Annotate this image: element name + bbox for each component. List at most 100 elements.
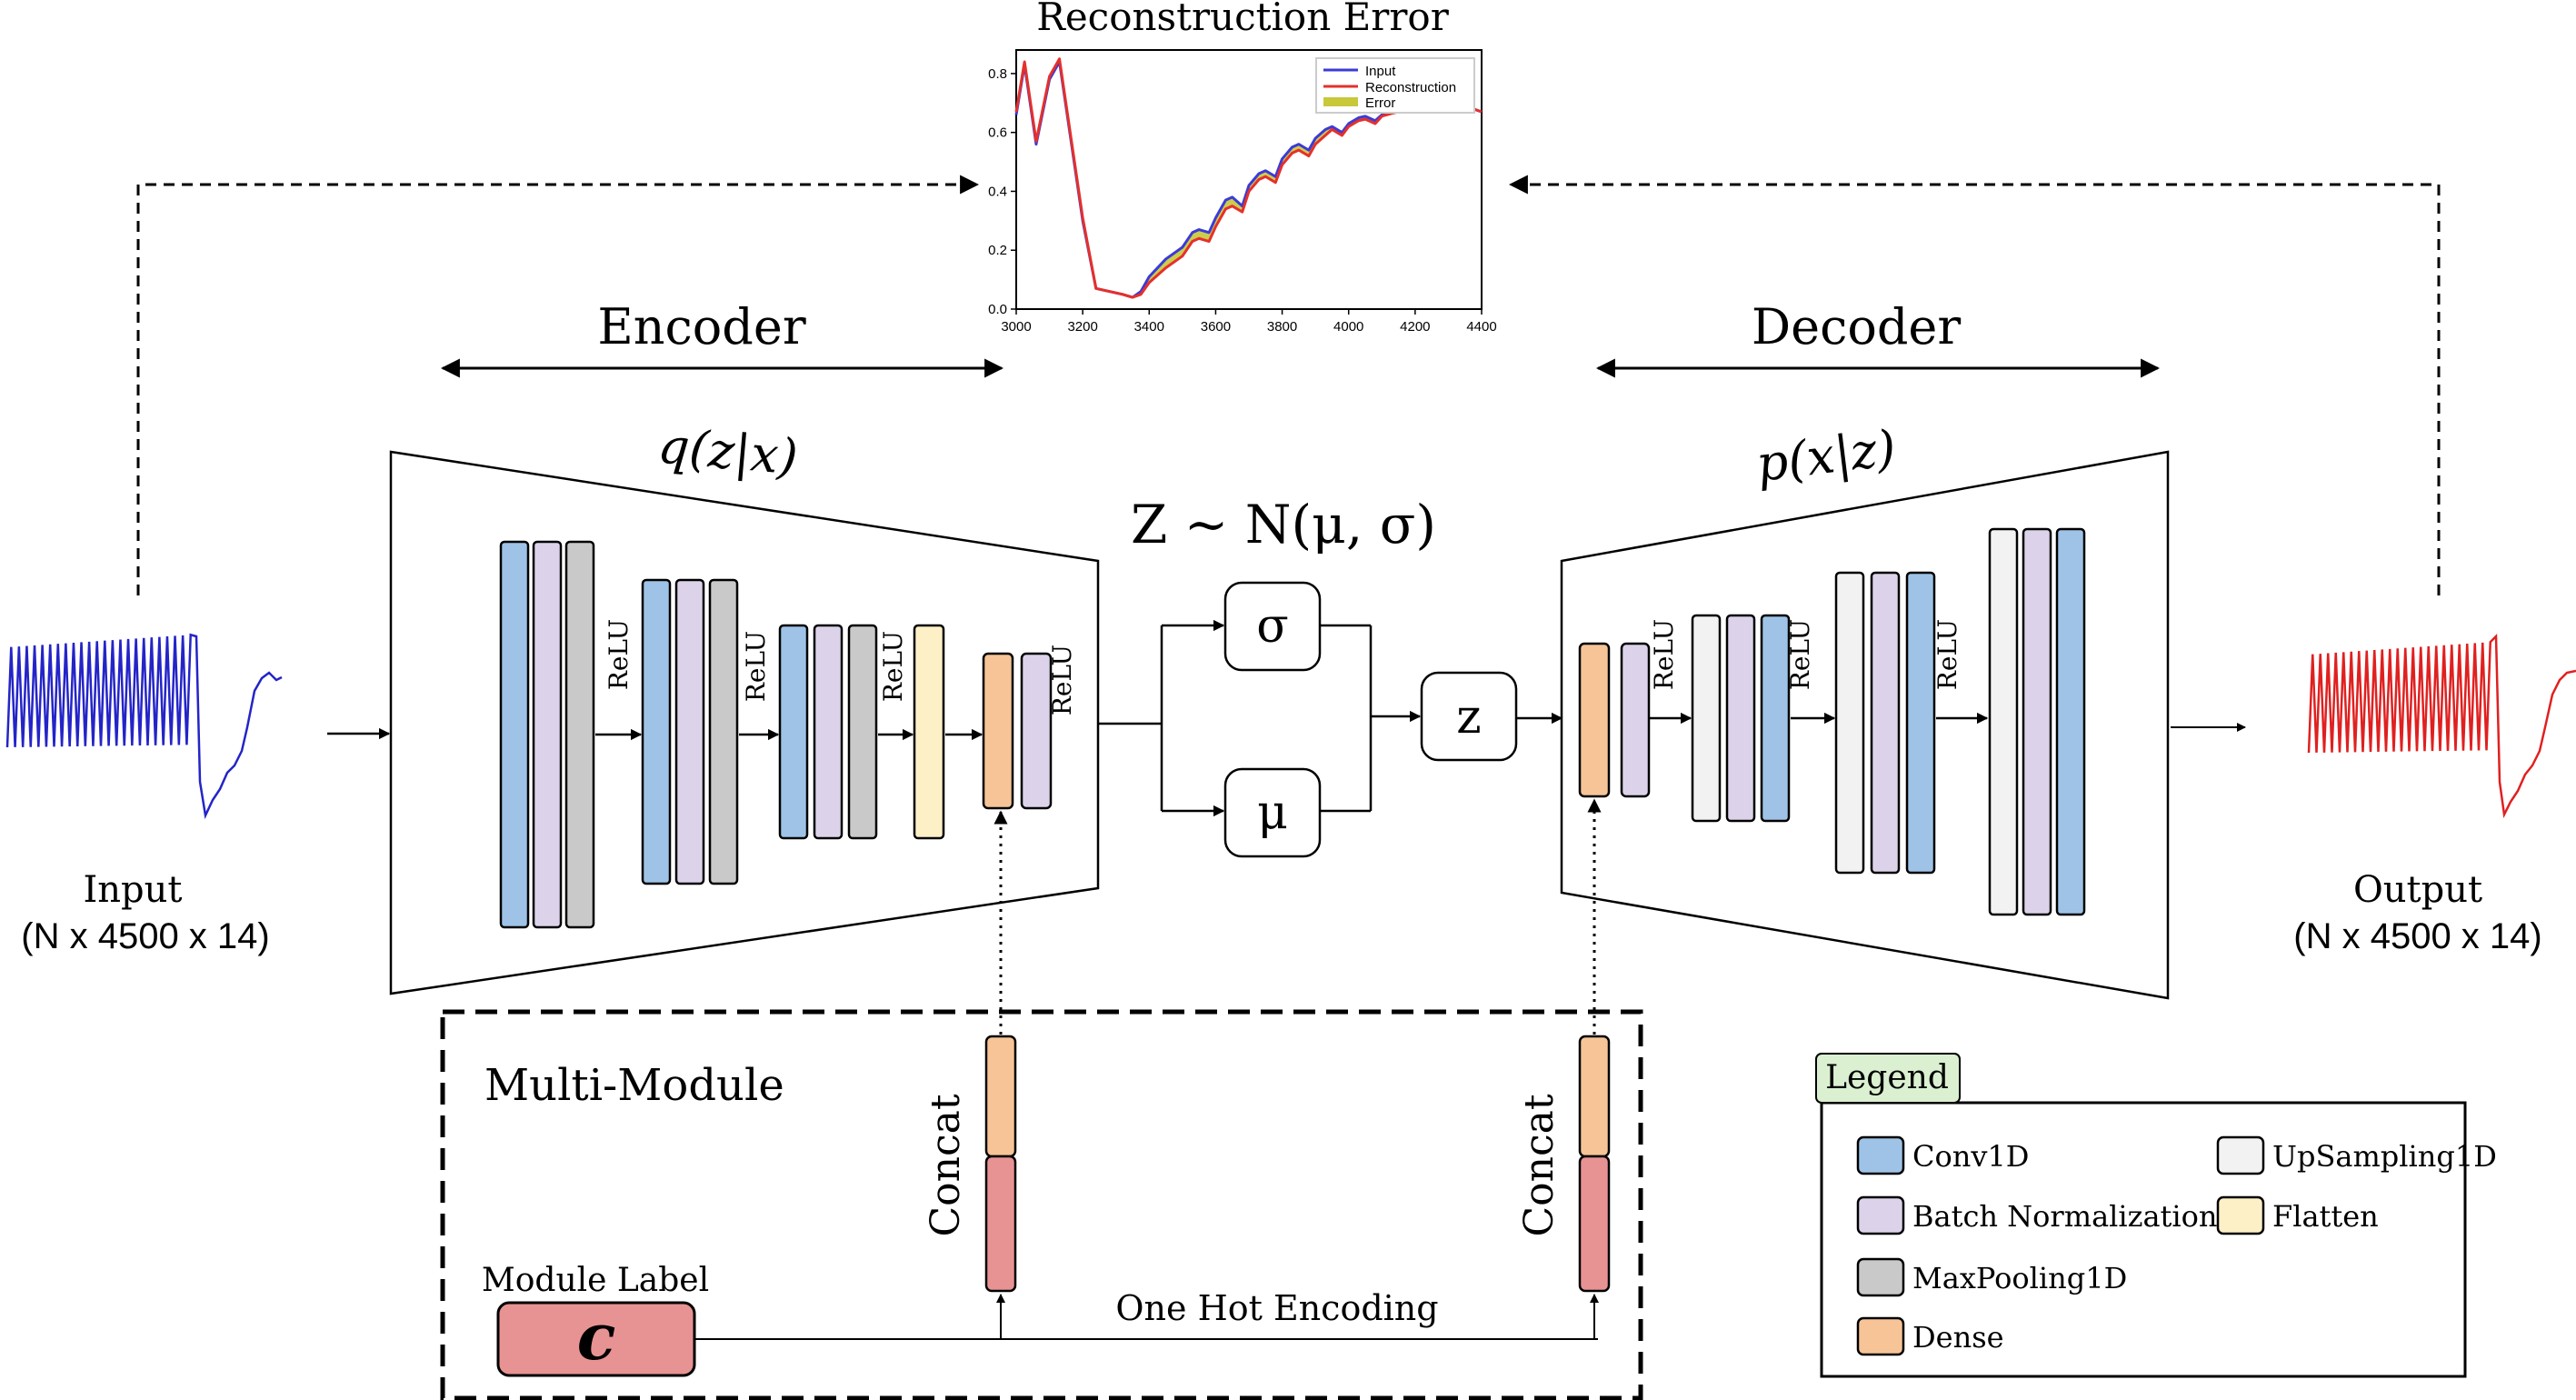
legend-item-label: Conv1D [1912,1139,2029,1174]
legend-title-tab [1815,1053,1961,1104]
enc-dense-layer [982,652,1014,810]
legend-swatch [1856,1316,1905,1356]
output-shape: (N x 4500 x 14) [2293,916,2541,956]
enc-conv1d-layer [778,624,809,840]
relu-label: ReLU [1649,619,1679,690]
dec-conv1d-layer [2055,527,2086,916]
encoder-distribution-label: q(z|x) [655,416,800,485]
dec-batchnorm-layer [1870,571,1901,875]
enc-conv1d-layer [641,578,672,885]
latent-connectors [1098,619,1563,817]
legend-swatch [1856,1195,1905,1235]
decoder-title: Decoder [1752,298,1962,355]
x-tick-label: 3400 [1134,319,1164,335]
x-tick-label: 4400 [1466,319,1496,335]
concat-dense-segment [984,1035,1017,1158]
enc-batchnorm-layer [532,540,563,929]
legend-box [1820,1101,2467,1378]
concat-onehot-segment [984,1155,1017,1293]
z-symbol: z [1456,690,1481,745]
encoder-title: Encoder [597,298,805,355]
one-hot-encoding-label: One Hot Encoding [1115,1288,1438,1328]
legend-error-label: Error [1365,95,1395,111]
dec-batchnorm-layer [1725,614,1756,823]
encoder-layers: ReLU ReLU ReLU ReLU [499,540,1077,929]
chart-legend: Input Reconstruction Error [1315,57,1475,114]
legend-input-label: Input [1365,64,1396,79]
legend-item-label: Batch Normalization [1912,1199,2218,1234]
relu-label: ReLU [1047,645,1077,715]
sigma-node [1223,581,1322,672]
mu-symbol: μ [1257,785,1288,840]
z-node [1420,671,1518,762]
relu-label: ReLU [1785,619,1815,690]
dec-batchnorm-layer [2022,527,2052,916]
x-tick-label: 4200 [1400,319,1430,335]
y-tick-label: 0.4 [988,184,1007,199]
relu-label: ReLU [741,631,771,702]
legend-item-label: UpSampling1D [2272,1139,2497,1174]
legend-swatch [2216,1135,2265,1175]
chart-lines [1014,57,1483,299]
input-shape: (N x 4500 x 14) [21,916,269,956]
concat-label: Concat [1516,1094,1563,1236]
legend-swatch [1856,1135,1905,1175]
dec-conv1d-layer [1760,614,1791,823]
decoder-layers: ReLU ReLU ReLU [1578,527,2086,916]
y-tick-label: 0.6 [988,125,1007,141]
enc-batchnorm-layer [1020,652,1053,810]
input-signal-plot [5,633,283,820]
concat-dense-segment [1578,1035,1611,1158]
relu-label: ReLU [1932,619,1962,690]
enc-maxpool-layer [564,540,595,929]
chart-ticks: 3000 3200 3400 3600 3800 4000 4200 4400 0.0 0.2 0.… [988,66,1497,335]
dec-upsampling-layer [1988,527,2019,916]
enc-conv1d-layer [499,540,530,929]
relu-label: ReLU [878,631,908,702]
legend-error-swatch [1323,97,1358,106]
legend-item-label: Dense [1912,1320,2004,1355]
legend-swatch [1856,1257,1905,1297]
legend-swatch [2216,1195,2265,1235]
mu-node [1223,767,1322,858]
module-label-caption: Module Label [482,1262,709,1299]
output-signal-plot [2307,634,2576,819]
concat-onehot-segment [1578,1155,1611,1293]
enc-flatten-layer [913,624,945,840]
legend-items: Conv1D UpSampling1D Batch Normalization Fla… [1856,1135,2497,1356]
y-tick-label: 0.0 [988,302,1007,317]
input-title: Input [83,869,182,911]
concat-right: Concat [1516,1035,1611,1293]
y-tick-label: 0.2 [988,243,1007,258]
chart-title: Reconstruction Error [1036,0,1450,39]
enc-maxpool-layer [708,578,739,885]
latent-distribution-formula: Z ~ N(μ, σ) [1131,494,1436,555]
chart-plot-frame [1015,49,1483,310]
x-tick-label: 3000 [1001,319,1031,335]
dec-conv1d-layer [1905,571,1936,875]
decoder-distribution-label: p(x|z) [1753,419,1899,493]
multi-module-title: Multi-Module [484,1060,784,1111]
concat-label: Concat [923,1094,969,1236]
reconstruction-series-line [1014,57,1483,299]
concat-left: Concat [923,1035,1017,1293]
legend-item-label: MaxPooling1D [1912,1261,2127,1295]
module-label-symbol: c [577,1299,616,1375]
enc-batchnorm-layer [813,624,844,840]
enc-maxpool-layer [847,624,878,840]
legend-reconstruction-label: Reconstruction [1365,80,1456,95]
legend-item-label: Flatten [2272,1199,2379,1234]
x-tick-label: 3600 [1201,319,1231,335]
relu-label: ReLU [604,619,634,690]
y-tick-label: 0.8 [988,66,1007,82]
multi-module-box [440,1009,1643,1400]
sigma-symbol: σ [1256,599,1289,654]
output-title: Output [2353,869,2482,911]
x-tick-label: 3200 [1067,319,1097,335]
dec-batchnorm-layer [1620,642,1651,798]
dec-upsampling-layer [1834,571,1865,875]
enc-batchnorm-layer [674,578,705,885]
dec-upsampling-layer [1691,614,1722,823]
legend-title: Legend [1825,1059,1949,1096]
